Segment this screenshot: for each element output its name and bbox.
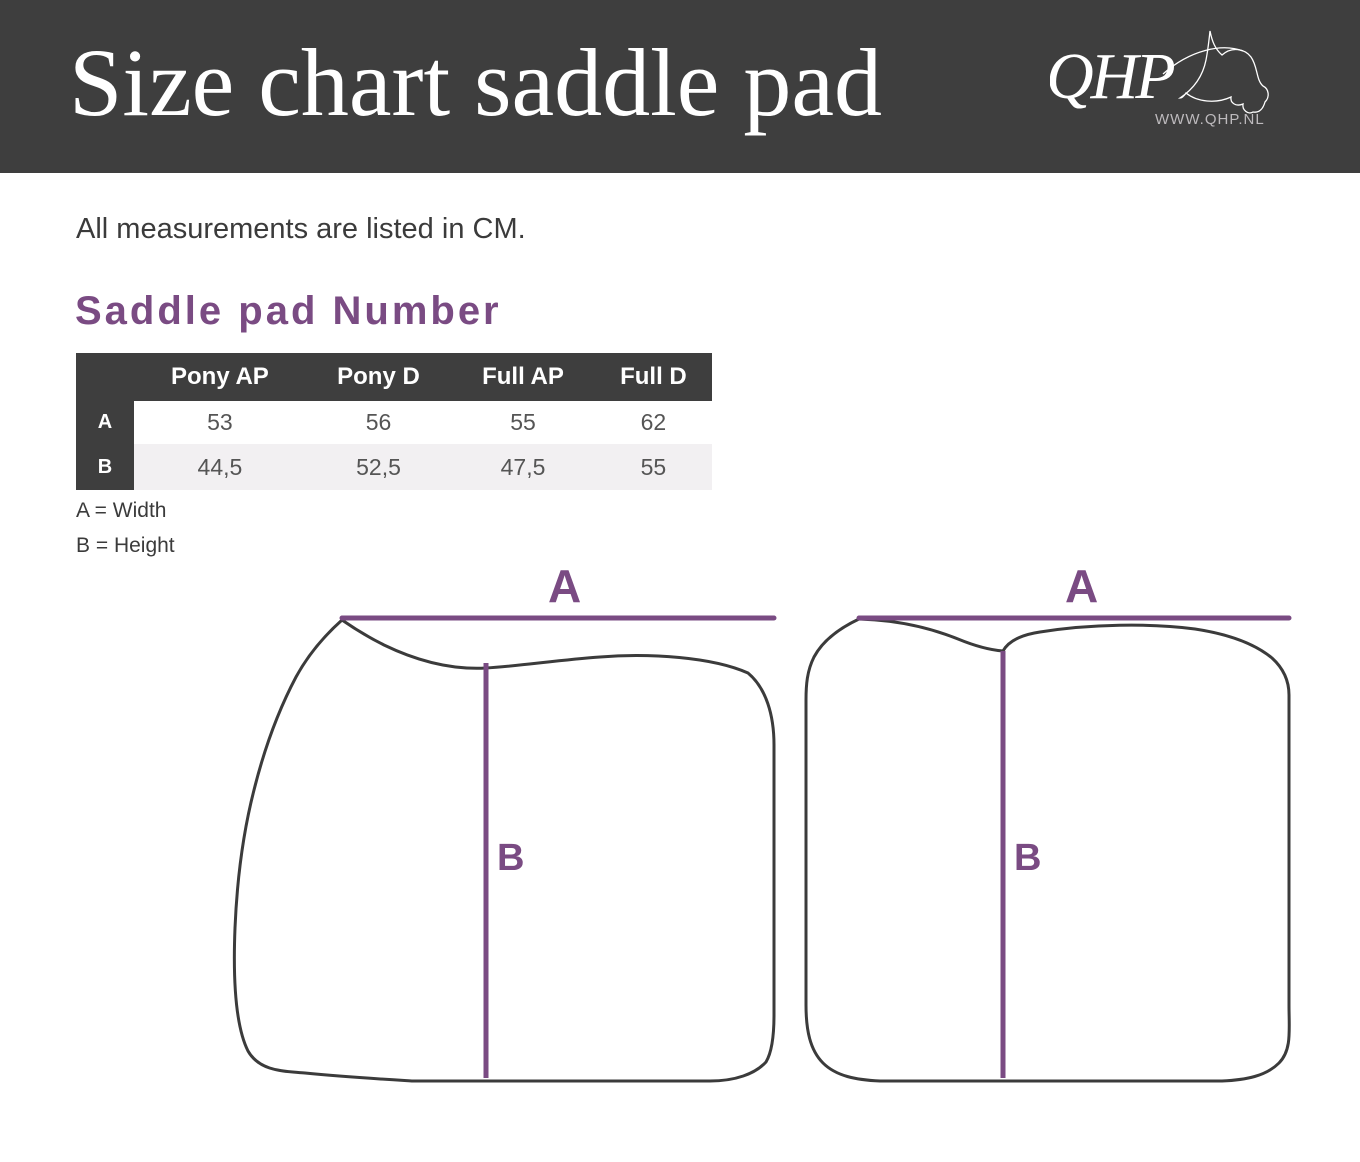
svg-text:B: B [1014,837,1041,879]
svg-text:QHP: QHP [1050,40,1174,113]
svg-text:A: A [548,560,581,612]
svg-text:B: B [497,837,524,879]
svg-text:WWW.QHP.NL: WWW.QHP.NL [1155,111,1265,128]
svg-text:A: A [1065,560,1098,612]
